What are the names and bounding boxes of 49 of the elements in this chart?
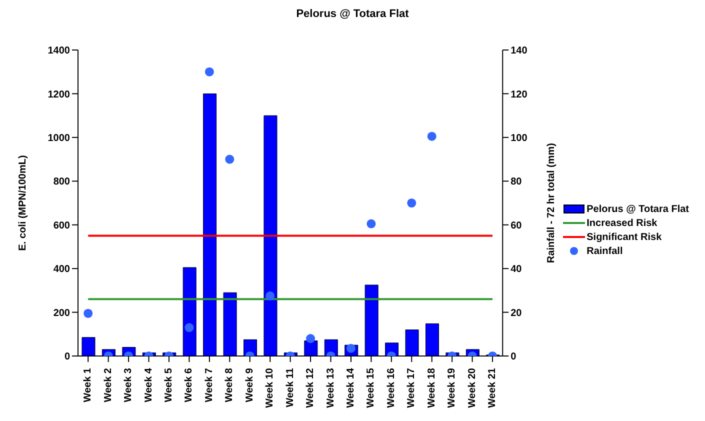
legend-label: Significant Risk bbox=[586, 232, 662, 242]
x-tick-label: Week 7 bbox=[204, 368, 215, 402]
y-tick-label: 200 bbox=[53, 308, 70, 319]
point bbox=[225, 154, 234, 164]
x-tick-label: Week 10 bbox=[264, 368, 276, 408]
y2-axis-title: Rainfall - 72 hr total (mm) bbox=[546, 142, 558, 264]
y2-tick-label: 60 bbox=[510, 220, 522, 232]
x-tick-label: Week 4 bbox=[143, 368, 154, 402]
y-tick-label: 1200 bbox=[48, 89, 70, 100]
legend-label: Increased Risk bbox=[586, 218, 658, 228]
x-tick-label: Week 9 bbox=[244, 368, 256, 402]
x-tick-label: Week 8 bbox=[224, 368, 236, 402]
legend-label: Pelorus @ Totara Flat bbox=[586, 204, 689, 214]
point bbox=[366, 219, 376, 228]
legend-label: Rainfall bbox=[586, 246, 623, 256]
x-tick-label: Week 5 bbox=[163, 368, 174, 402]
y-tick-label: 0 bbox=[64, 352, 70, 363]
y-tick-label: 1000 bbox=[48, 132, 70, 144]
y-tick-label: 400 bbox=[53, 264, 70, 276]
y2-tick-label: 100 bbox=[510, 132, 528, 144]
y2-tick-label: 40 bbox=[510, 264, 522, 276]
x-tick-label: Week 14 bbox=[345, 368, 356, 408]
chart-title: Pelorus @ Totara Flat bbox=[295, 8, 410, 22]
y2-tick-label: 120 bbox=[510, 89, 528, 100]
x-tick-label: Week 20 bbox=[466, 368, 478, 408]
x-tick-label: Week 13 bbox=[325, 368, 336, 408]
x-tick-label: Week 3 bbox=[123, 368, 134, 402]
x-tick-label: Week 11 bbox=[284, 368, 296, 408]
point bbox=[407, 198, 416, 208]
x-tick-label: Week 12 bbox=[305, 368, 316, 408]
y2-tick-label: 20 bbox=[510, 308, 522, 319]
x-tick-label: Week 1 bbox=[82, 368, 94, 402]
x-tick-label: Week 16 bbox=[386, 368, 397, 408]
y-tick-label: 600 bbox=[53, 220, 70, 232]
x-tick-label: Week 6 bbox=[184, 368, 195, 402]
x-tick-label: Week 21 bbox=[487, 368, 498, 408]
point bbox=[204, 67, 214, 76]
y2-tick-label: 140 bbox=[510, 46, 528, 57]
x-tick-label: Week 2 bbox=[102, 368, 114, 402]
y-tick-label: 1400 bbox=[48, 46, 70, 57]
x-tick-label: Week 18 bbox=[426, 368, 438, 408]
y-axis-title: E. coli (MPN/100mL) bbox=[18, 155, 29, 251]
y2-tick-label: 0 bbox=[510, 352, 517, 363]
y2-tick-label: 80 bbox=[510, 176, 522, 188]
point bbox=[427, 132, 436, 141]
x-tick-label: Week 17 bbox=[406, 368, 418, 408]
x-tick-label: Week 15 bbox=[366, 368, 377, 408]
x-tick-label: Week 19 bbox=[446, 368, 458, 408]
y-tick-label: 800 bbox=[53, 176, 70, 188]
